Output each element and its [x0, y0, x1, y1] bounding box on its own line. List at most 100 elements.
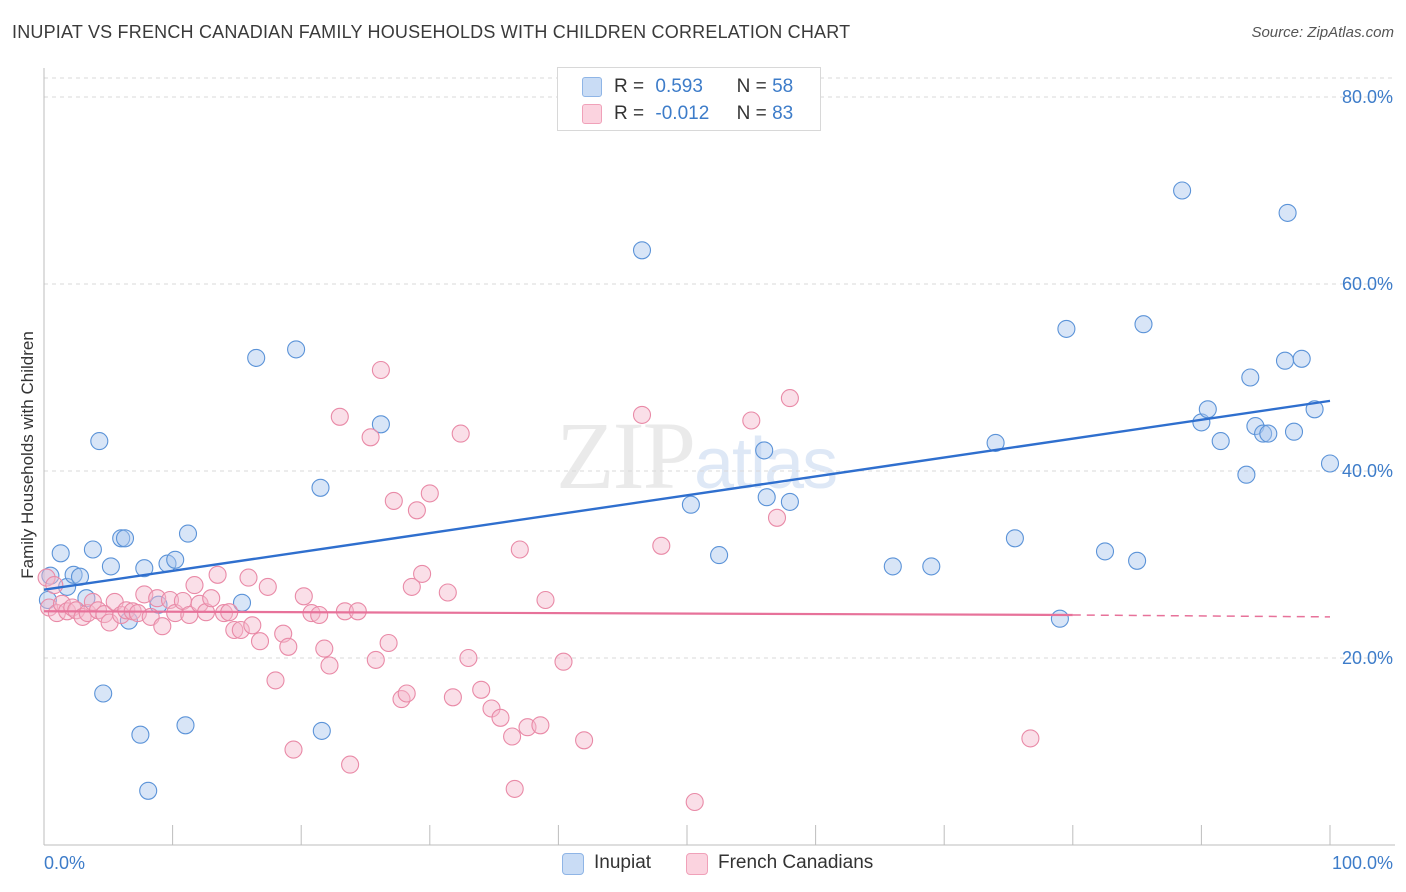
r-value: -0.012: [655, 103, 710, 124]
data-point-french-canadian: [266, 671, 285, 690]
data-point-inupiat: [1211, 432, 1230, 451]
n-value: 58: [772, 76, 794, 97]
data-point-french-canadian: [231, 620, 250, 640]
data-point-inupiat: [287, 340, 306, 359]
data-point-french-canadian: [45, 576, 64, 595]
data-point-inupiat: [115, 529, 135, 548]
data-point-inupiat: [247, 348, 266, 367]
data-point-french-canadian: [37, 568, 56, 587]
data-point-french-canadian: [153, 617, 172, 636]
data-point-inupiat: [780, 492, 799, 511]
data-point-inupiat: [131, 725, 150, 744]
data-point-inupiat: [371, 415, 390, 434]
data-point-french-canadian: [397, 684, 416, 703]
data-point-french-canadian: [214, 604, 234, 623]
data-point-inupiat: [1134, 315, 1153, 334]
r-label: R =: [614, 103, 645, 124]
data-point-french-canadian: [320, 656, 339, 675]
data-point-french-canadian: [341, 755, 360, 774]
y-tick-label: 20.0%: [1342, 648, 1393, 668]
data-point-french-canadian: [384, 491, 403, 510]
data-point-inupiat: [1095, 542, 1115, 561]
data-point-inupiat: [1237, 465, 1256, 484]
data-point-inupiat: [311, 478, 330, 497]
data-point-french-canadian: [780, 389, 799, 408]
data-point-french-canadian: [310, 605, 329, 625]
data-point-inupiat: [1254, 424, 1273, 443]
y-tick-label: 40.0%: [1342, 461, 1393, 481]
data-point-inupiat: [986, 433, 1005, 452]
data-point-inupiat: [1057, 319, 1076, 338]
data-point-french-canadian: [392, 690, 411, 709]
bottom-legend-swatch-inupiat: [562, 853, 584, 875]
data-point-french-canadian: [554, 652, 573, 671]
data-point-inupiat: [38, 590, 57, 610]
trend-line-french-canadians-extension: [1072, 614, 1331, 618]
data-point-french-canadian: [420, 484, 439, 503]
data-point-french-canadian: [503, 727, 522, 746]
y-tick-label: 60.0%: [1342, 274, 1393, 294]
data-point-inupiat: [112, 529, 131, 548]
data-point-french-canadian: [767, 508, 787, 527]
data-point-french-canadian: [239, 568, 258, 587]
data-point-french-canadian: [202, 589, 221, 608]
data-point-french-canadian: [117, 601, 136, 620]
data-point-french-canadian: [379, 633, 398, 653]
correlation-legend: R = 0.593 N = 58 R = -0.012 N = 83: [557, 67, 821, 131]
data-point-french-canadian: [685, 792, 704, 812]
bottom-legend-label-inupiat: Inupiat: [594, 852, 652, 873]
data-point-french-canadian: [536, 590, 555, 610]
data-point-inupiat: [1005, 529, 1024, 548]
legend-text-french-canadians: R = -0.012 N = 83: [614, 103, 793, 125]
data-point-inupiat: [883, 557, 902, 576]
data-point-french-canadian: [413, 564, 432, 583]
trend-line-french-canadians: [43, 610, 1073, 617]
data-point-inupiat: [1259, 424, 1278, 443]
bottom-legend-label-french-canadians: French Canadians: [718, 852, 874, 873]
data-point-inupiat: [312, 721, 331, 740]
data-point-inupiat: [755, 441, 774, 460]
r-label: R =: [614, 76, 645, 97]
data-point-french-canadian: [632, 405, 652, 424]
watermark: ZIPatlas: [556, 400, 838, 511]
legend-swatch-french-canadians: [582, 104, 602, 124]
data-point-inupiat: [1241, 368, 1260, 387]
data-point-inupiat: [90, 432, 109, 451]
x-tick-label-max: 100.0%: [1332, 853, 1393, 873]
data-point-french-canadian: [1021, 729, 1040, 748]
data-point-french-canadian: [330, 407, 349, 426]
data-point-french-canadian: [510, 540, 529, 559]
data-point-french-canadian: [294, 587, 313, 606]
data-point-french-canadian: [250, 632, 270, 651]
data-point-french-canadian: [451, 424, 470, 443]
r-value: 0.593: [655, 76, 703, 97]
data-point-french-canadian: [402, 577, 421, 596]
data-point-french-canadian: [531, 716, 550, 735]
chart-source: Source: ZipAtlas.com: [1251, 24, 1394, 41]
data-point-french-canadian: [366, 650, 385, 669]
data-point-french-canadian: [459, 648, 478, 668]
data-point-inupiat: [1275, 351, 1295, 370]
data-point-french-canadian: [491, 708, 510, 727]
data-point-inupiat: [1305, 400, 1324, 419]
data-point-inupiat: [710, 546, 729, 565]
data-point-inupiat: [51, 544, 70, 563]
data-point-inupiat: [1173, 181, 1192, 200]
data-point-french-canadian: [438, 583, 457, 602]
data-point-inupiat: [101, 557, 120, 576]
data-point-inupiat: [94, 684, 113, 703]
data-point-french-canadian: [742, 411, 761, 430]
data-point-inupiat: [1292, 349, 1311, 368]
data-point-inupiat: [178, 524, 198, 543]
data-point-inupiat: [83, 540, 102, 559]
data-point-french-canadian: [225, 620, 244, 640]
data-point-inupiat: [139, 781, 158, 800]
data-point-french-canadian: [185, 576, 204, 595]
data-point-inupiat: [1128, 551, 1147, 570]
data-point-inupiat: [176, 716, 195, 735]
data-point-inupiat: [64, 565, 83, 584]
bottom-legend-swatch-french-canadians: [686, 853, 708, 875]
n-value: 83: [772, 103, 794, 124]
data-point-french-canadian: [472, 680, 491, 699]
